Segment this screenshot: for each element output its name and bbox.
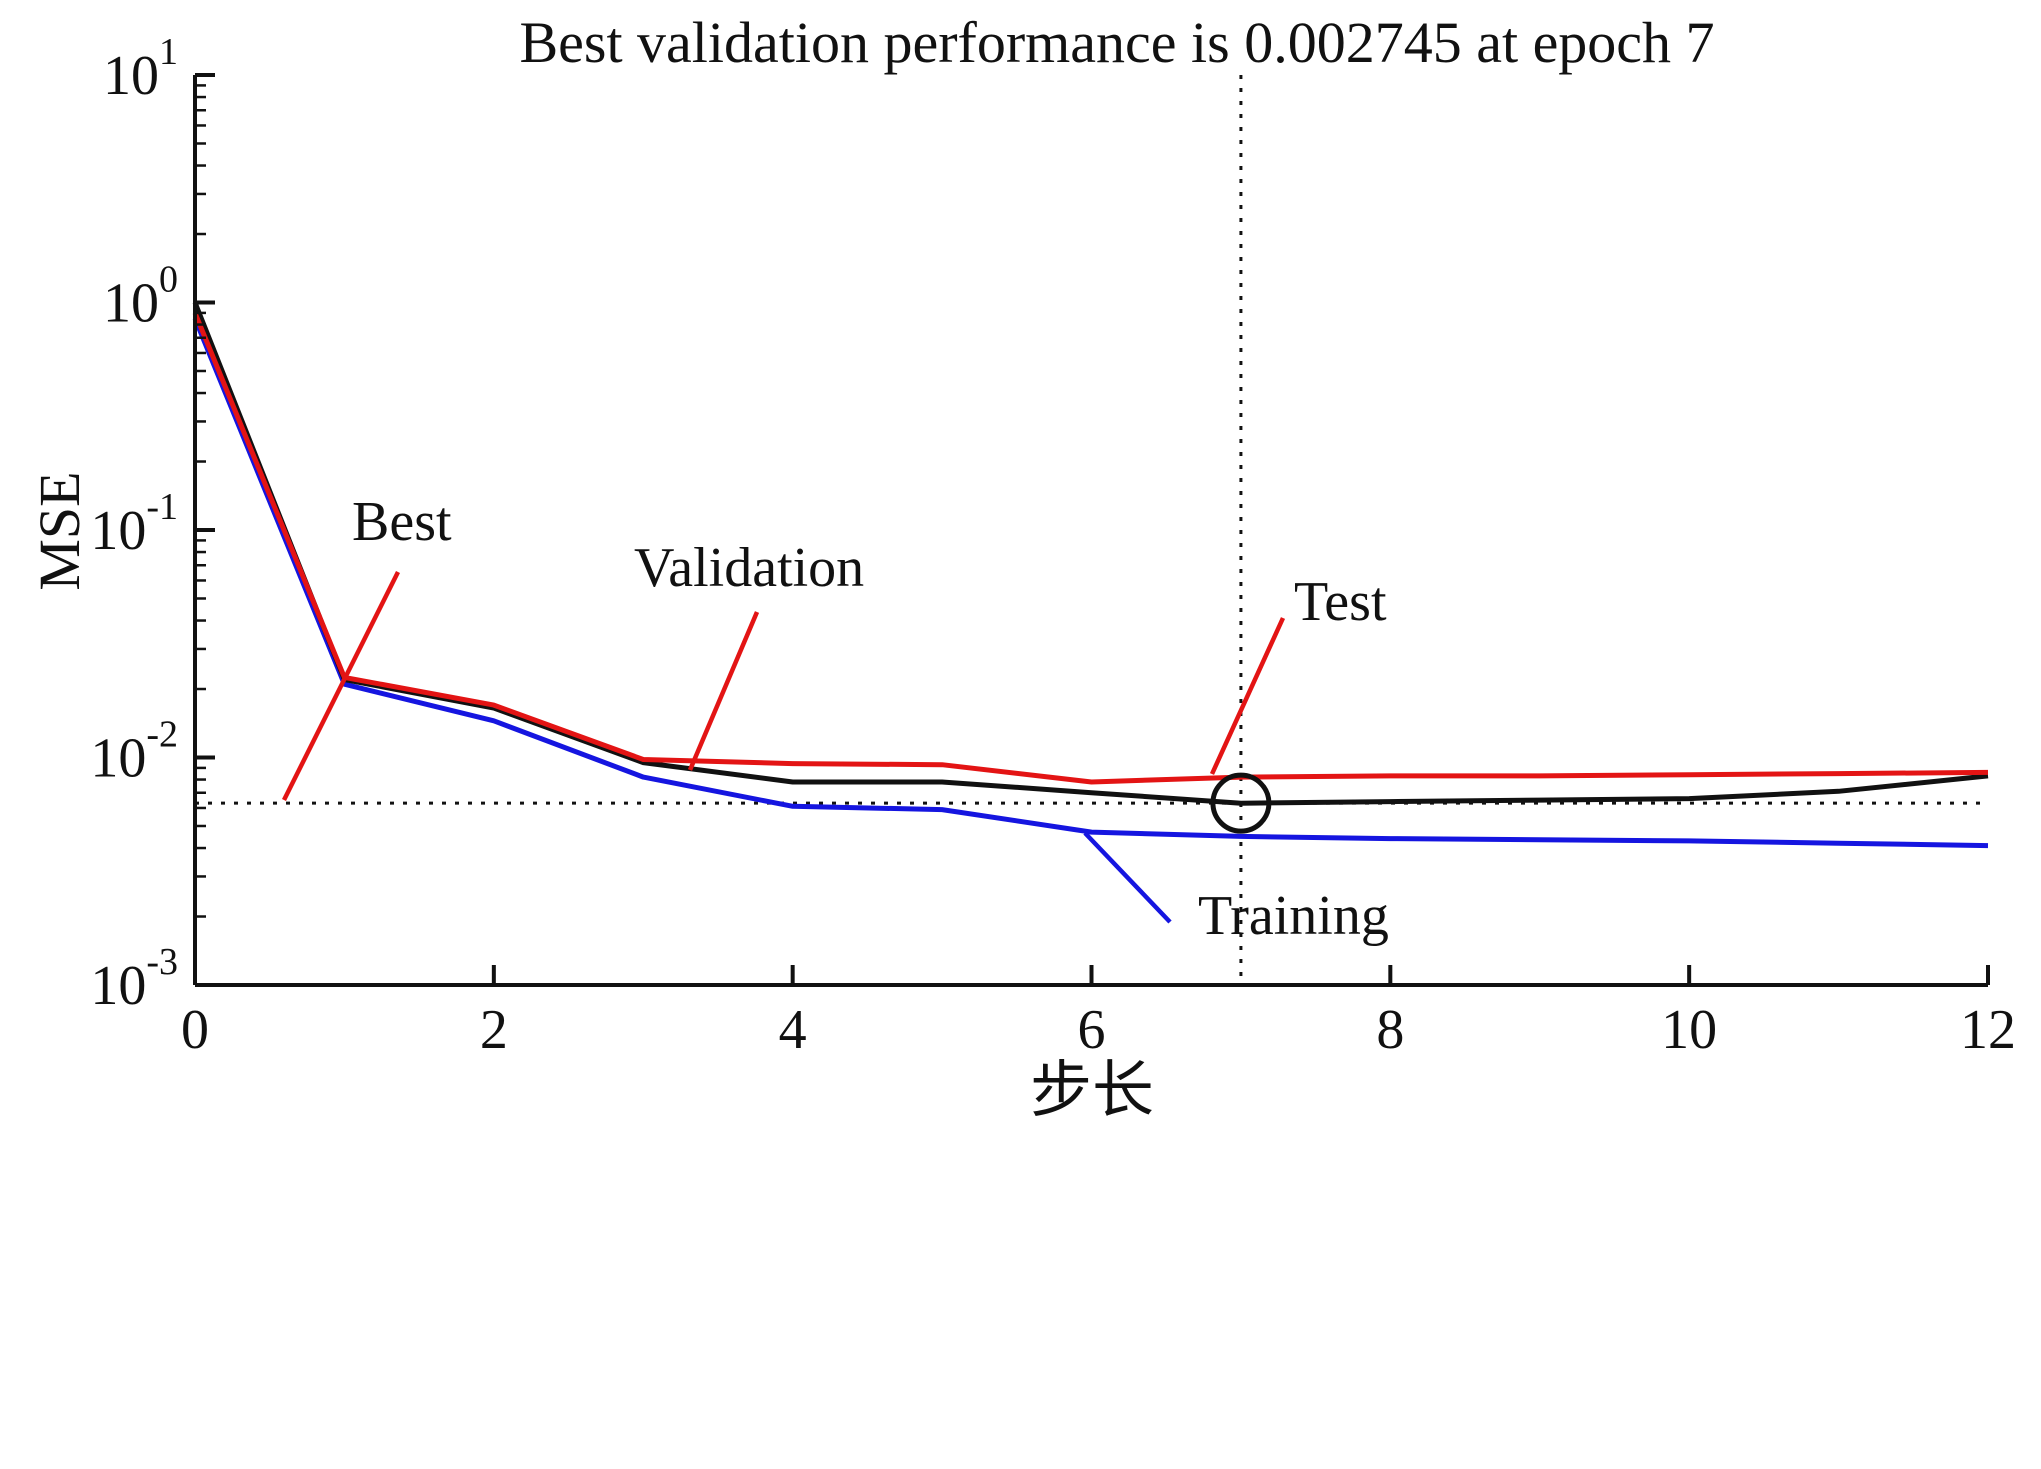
series-test-line	[192, 311, 1989, 785]
series-training-line	[192, 317, 1989, 849]
y-tick-label: 100	[103, 259, 178, 335]
y-tick-label: 10-1	[90, 486, 178, 562]
y-tick-label: 101	[103, 31, 178, 107]
y-tick-label: 10-3	[90, 941, 178, 1017]
y-tick-label: 10-2	[90, 714, 178, 790]
x-axis-label: 步长	[1029, 1057, 1154, 1125]
x-tick-label: 6	[1078, 999, 1106, 1061]
annotation-best-label: Best	[352, 491, 452, 553]
annotation-training-label: Training	[1198, 885, 1389, 947]
x-tick-label: 0	[181, 999, 209, 1061]
annotation-pointer-best	[281, 570, 401, 802]
best-point-circle-marker	[1210, 772, 1272, 834]
chart-title: Best validation performance is 0.002745 …	[519, 10, 1715, 75]
x-tick-label: 4	[779, 999, 807, 1061]
x-tick-label: 8	[1376, 999, 1404, 1061]
y-axis-label: MSE	[27, 471, 92, 591]
annotation-pointer-training	[1083, 831, 1172, 924]
x-tick-label: 10	[1661, 999, 1717, 1061]
annotation-pointer-test	[1209, 617, 1286, 775]
annotation-pointer-validation	[687, 611, 760, 771]
series-validation-line	[192, 301, 1989, 806]
annotation-test-label: Test	[1294, 571, 1387, 633]
x-tick-label: 12	[1960, 999, 2016, 1061]
annotation-validation-label: Validation	[634, 537, 865, 599]
x-tick-label: 2	[480, 999, 508, 1061]
